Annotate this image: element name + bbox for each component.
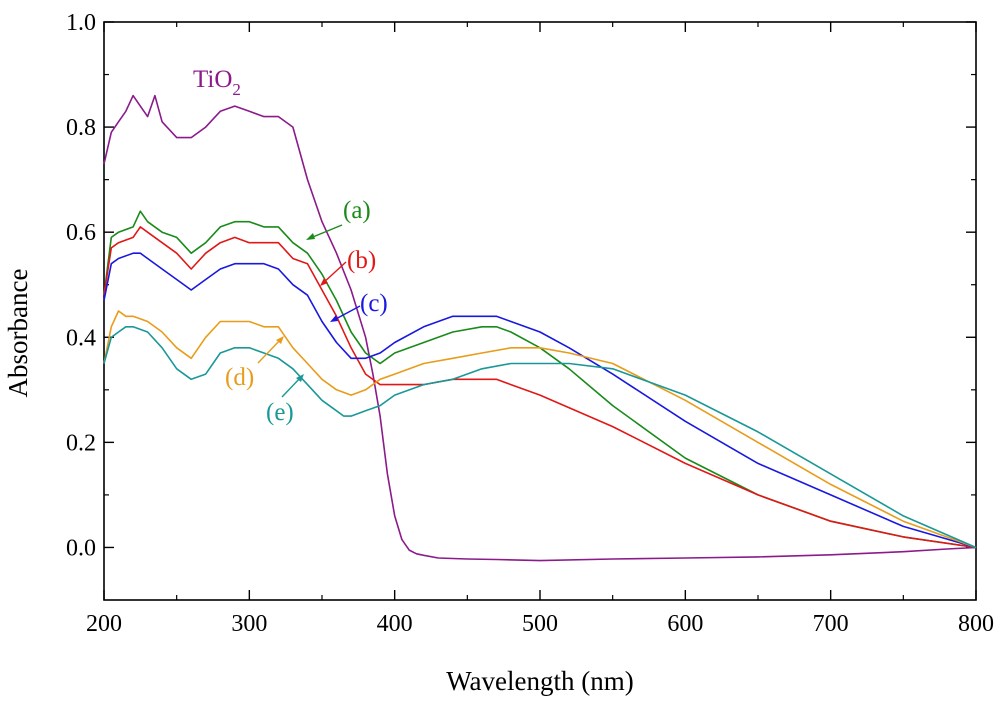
series-d-label: (d) [225,364,254,391]
plot-frame [103,21,977,601]
y-tick-label: 0.0 [66,535,96,561]
x-tick-label: 200 [86,611,122,637]
series-d-arrow [257,337,283,364]
annotations: TiO2 (a) (b) (c) (d) (e) [193,66,388,426]
y-tick-label: 0.4 [66,325,96,351]
x-tick-label: 400 [377,611,413,637]
tio2-label-main: TiO [193,66,232,93]
x-axis-title: Wavelength (nm) [446,666,634,696]
x-tick-label: 300 [231,611,267,637]
axis-ticks [103,21,977,600]
series-line-1 [103,210,977,549]
x-tick-label: 800 [958,611,994,637]
series-line-0 [103,94,977,562]
y-tick-label: 0.6 [66,220,96,246]
series-b-label: (b) [347,247,376,274]
series-a-arrowhead [306,233,315,240]
y-axis-title: Absorbance [3,269,33,398]
series-layer [103,94,977,562]
series-line-4 [103,310,977,549]
series-c-arrowhead [330,315,338,322]
y-tick-label: 1.0 [66,10,96,36]
series-b-arrowhead [320,278,328,286]
series-e-label: (e) [266,399,294,426]
plot-area [103,21,977,601]
series-b-arrow [321,261,347,285]
series-line-5 [103,325,977,549]
tick-labels: 200 300 400 500 600 700 800 0.0 0.2 0.4 0.6 0.8 1.0 [66,10,994,637]
series-line-3 [103,252,977,549]
series-line-2 [103,226,977,549]
series-d-arrowhead [276,336,284,344]
series-a-label: (a) [343,197,371,224]
x-tick-label: 700 [813,611,849,637]
x-tick-label: 600 [667,611,703,637]
x-tick-label: 500 [522,611,558,637]
series-e-arrowhead [296,374,304,382]
tio2-label-sub: 2 [232,80,241,99]
tio2-label: TiO2 [193,66,241,99]
series-c-label: (c) [360,290,388,317]
y-tick-label: 0.8 [66,115,96,141]
y-tick-label: 0.2 [66,430,96,456]
